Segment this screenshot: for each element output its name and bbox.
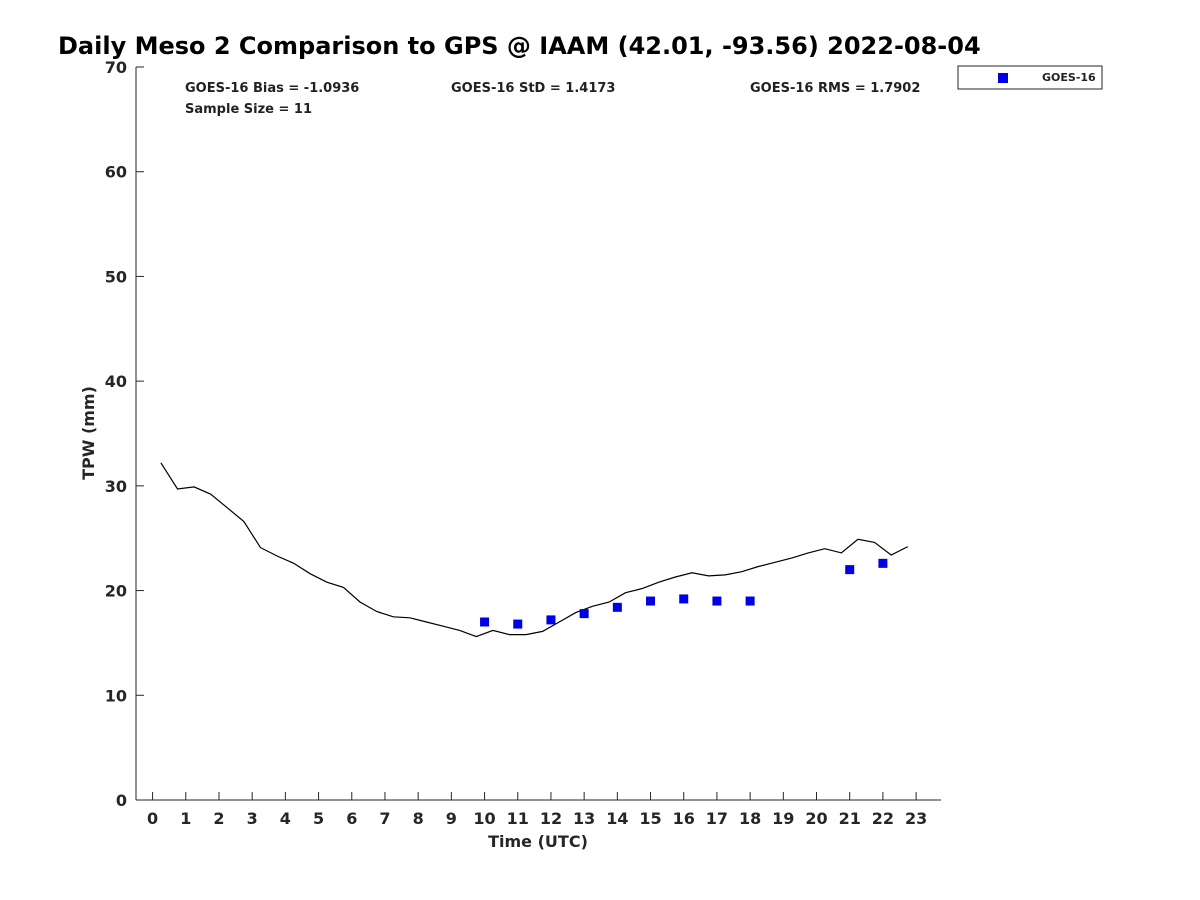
x-tick-label: 4 <box>280 809 291 828</box>
goes16-point <box>546 615 556 625</box>
x-tick-label: 13 <box>573 809 595 828</box>
x-tick-label: 9 <box>446 809 457 828</box>
x-tick-label: 20 <box>805 809 827 828</box>
y-tick-label: 70 <box>105 58 127 77</box>
x-tick-label: 21 <box>839 809 861 828</box>
x-tick-label: 14 <box>606 809 628 828</box>
x-tick-label: 3 <box>247 809 258 828</box>
y-tick-label: 10 <box>105 686 127 705</box>
goes16-point <box>878 558 888 568</box>
legend-label-goes16: GOES-16 <box>1042 71 1096 84</box>
x-axis-ticks: 0 1 2 3 4 5 6 7 8 9 10 11 12 13 14 15 16 17 18 19 20 21 22 23 <box>147 792 927 828</box>
goes16-point <box>480 617 490 627</box>
x-axis-label: Time (UTC) <box>488 832 588 851</box>
goes16-point <box>679 594 689 604</box>
x-tick-label: 22 <box>872 809 894 828</box>
x-tick-label: 1 <box>180 809 191 828</box>
x-tick-label: 19 <box>772 809 794 828</box>
x-tick-label: 15 <box>639 809 661 828</box>
x-tick-label: 2 <box>213 809 224 828</box>
x-tick-label: 16 <box>673 809 695 828</box>
x-tick-label: 0 <box>147 809 158 828</box>
goes16-point <box>845 565 855 575</box>
goes16-point <box>612 602 622 612</box>
series-layer <box>160 462 909 638</box>
x-tick-label: 10 <box>473 809 495 828</box>
legend-marker-goes16 <box>998 73 1008 83</box>
x-tick-label: 7 <box>379 809 390 828</box>
goes16-point <box>513 619 523 629</box>
stat-bias: GOES-16 Bias = -1.0936 <box>185 81 359 96</box>
x-tick-label: 12 <box>540 809 562 828</box>
plot-area: 0 1 2 3 4 5 6 7 8 9 10 11 12 13 14 15 16 17 18 19 20 21 22 23 0… <box>105 58 941 828</box>
stat-rms: GOES-16 RMS = 1.7902 <box>750 81 920 96</box>
stat-sample-size: Sample Size = 11 <box>185 102 312 117</box>
legend-box <box>957 65 1103 90</box>
goes16-point <box>745 596 755 606</box>
x-tick-label: 8 <box>413 809 424 828</box>
x-tick-label: 17 <box>706 809 728 828</box>
legend: GOES-16 <box>957 65 1103 90</box>
y-tick-label: 60 <box>105 163 127 182</box>
x-tick-label: 11 <box>507 809 529 828</box>
gps-series-line <box>160 462 909 638</box>
x-tick-label: 6 <box>346 809 357 828</box>
y-tick-label: 40 <box>105 372 127 391</box>
x-tick-label: 23 <box>905 809 927 828</box>
goes16-point <box>646 596 656 606</box>
x-tick-label: 5 <box>313 809 324 828</box>
y-axis-ticks: 0 10 20 30 40 50 60 70 <box>105 58 144 810</box>
stat-std: GOES-16 StD = 1.4173 <box>451 81 615 96</box>
y-tick-label: 30 <box>105 477 127 496</box>
goes16-point <box>712 596 722 606</box>
y-tick-label: 0 <box>116 791 127 810</box>
y-axis-label: TPW (mm) <box>79 386 98 480</box>
goes16-point <box>579 609 589 619</box>
y-tick-label: 20 <box>105 582 127 601</box>
chart-title: Daily Meso 2 Comparison to GPS @ IAAM (4… <box>58 32 981 60</box>
y-tick-label: 50 <box>105 267 127 286</box>
x-tick-label: 18 <box>739 809 761 828</box>
